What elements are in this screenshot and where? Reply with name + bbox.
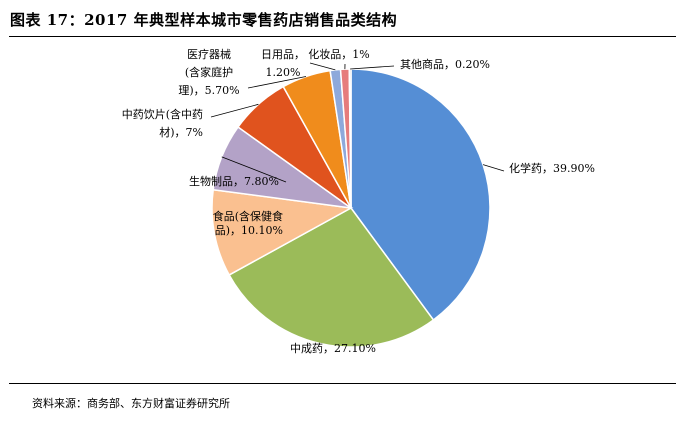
- data-label-line: 中药饮片(含中药: [122, 107, 203, 121]
- data-label-line: (含家庭护: [185, 65, 233, 79]
- data-label-5: 中药饮片(含中药材)，7%: [122, 107, 203, 139]
- leader-line-7: [309, 62, 336, 71]
- leader-line-4: [221, 156, 287, 183]
- pie-slices: [211, 68, 491, 348]
- data-label-line: 食品(含保健食: [213, 209, 283, 223]
- data-label-line: 生物制品，7.80%: [189, 174, 279, 188]
- data-label-line: 品)，10.10%: [215, 224, 283, 237]
- data-label-9: 其他商品，0.20%: [400, 57, 490, 71]
- leader-line-6: [247, 76, 307, 89]
- data-label-line: 化学药，39.90%: [509, 161, 595, 175]
- data-label-line: 医疗器械: [187, 47, 231, 61]
- top-rule: [9, 36, 676, 37]
- pie-slice-3: [211, 188, 354, 276]
- data-label-4: 生物制品，7.80%: [189, 174, 279, 188]
- data-labels: 化学药，39.90% 中成药，27.10% 食品(含保健食品)，10.10% 生物制品…: [122, 47, 595, 355]
- data-label-line: 其他商品，0.20%: [400, 57, 490, 71]
- data-label-3: 食品(含保健食品)，10.10%: [213, 209, 283, 237]
- leader-lines: [210, 62, 505, 183]
- pie-slice-2: [228, 207, 435, 348]
- source-note: 资料来源：商务部、东方财富证券研究所: [32, 397, 230, 410]
- leader-line-9: [350, 65, 395, 70]
- leader-line-1: [482, 164, 505, 172]
- data-label-line: 理)，5.70%: [178, 84, 239, 97]
- data-label-1: 化学药，39.90%: [509, 161, 595, 175]
- bottom-rule: [9, 383, 676, 384]
- data-label-line: 中成药，27.10%: [290, 342, 376, 355]
- chart-title: 图表 17：2017 年典型样本城市零售药店销售品类结构: [10, 11, 398, 29]
- data-label-line: 化妆品，1%: [308, 47, 369, 61]
- data-label-line: 材)，7%: [159, 125, 203, 139]
- data-label-2: 中成药，27.10%: [290, 342, 376, 355]
- leader-line-5: [210, 103, 259, 118]
- data-label-6: 医疗器械 (含家庭护理)，5.70%: [178, 47, 239, 97]
- data-label-line: 日用品，: [261, 48, 305, 61]
- data-label-7: 日用品， 1.20%: [261, 48, 305, 79]
- data-label-8: 化妆品，1%: [308, 47, 369, 61]
- data-label-line: 1.20%: [266, 66, 301, 79]
